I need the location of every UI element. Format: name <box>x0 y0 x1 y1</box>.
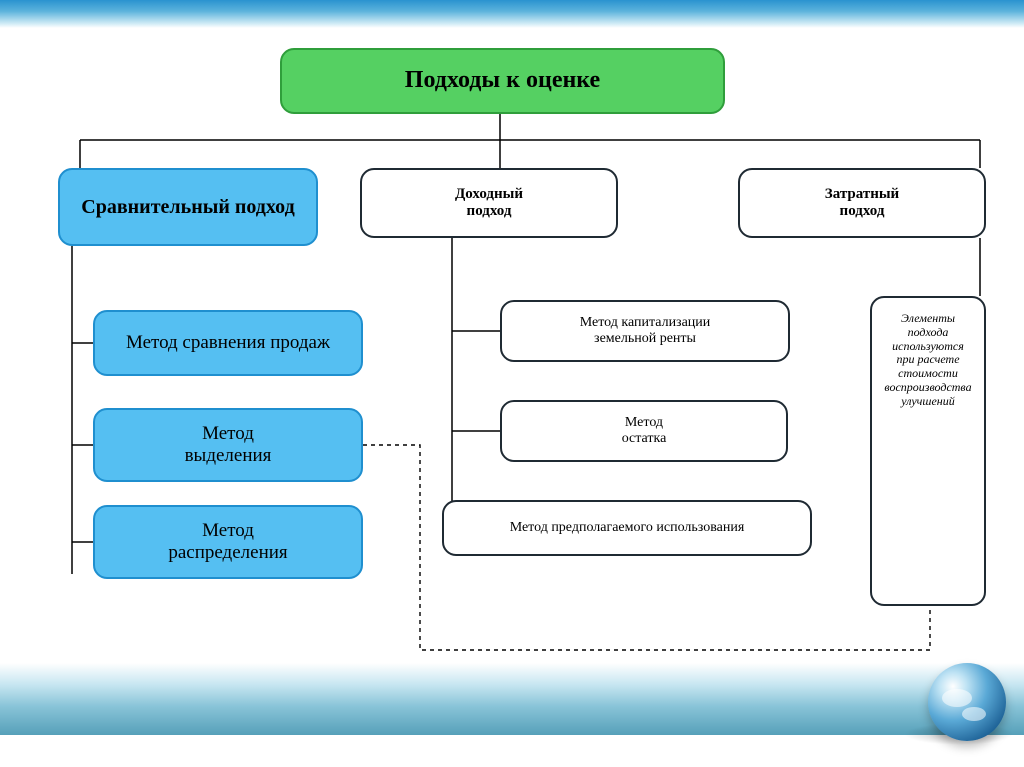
node-root: Подходы к оценке <box>280 48 725 114</box>
node-label: Метод сравнения продаж <box>116 328 340 358</box>
node-label: Метод предполагаемого использования <box>500 516 755 540</box>
node-appr2: Доходныйподход <box>360 168 618 238</box>
node-label: Методвыделения <box>175 419 282 471</box>
water-strip <box>0 663 1024 735</box>
node-label: Метод капитализацииземельной ренты <box>570 311 721 351</box>
node-label: Методраспределения <box>158 516 297 568</box>
top-gradient-bar <box>0 0 1024 28</box>
node-label: Доходныйподход <box>445 182 533 225</box>
node-m2b: Методостатка <box>500 400 788 462</box>
node-label: Затратныйподход <box>815 182 909 225</box>
node-appr3: Затратныйподход <box>738 168 986 238</box>
node-label: Подходы к оценке <box>395 63 610 99</box>
node-m1b: Методвыделения <box>93 408 363 482</box>
diagram-canvas: Подходы к оценке Сравнительный подход Дохо… <box>0 0 1024 767</box>
node-appr1: Сравнительный подход <box>58 168 318 246</box>
node-m2a: Метод капитализацииземельной ренты <box>500 300 790 362</box>
node-label: Элементы подхода используются при расчет… <box>872 308 984 413</box>
node-label: Сравнительный подход <box>71 192 304 223</box>
node-m2c: Метод предполагаемого использования <box>442 500 812 556</box>
node-label: Методостатка <box>612 411 677 451</box>
globe-icon <box>928 663 1006 741</box>
node-m1a: Метод сравнения продаж <box>93 310 363 376</box>
node-note: Элементы подхода используются при расчет… <box>870 296 986 606</box>
node-m1c: Методраспределения <box>93 505 363 579</box>
